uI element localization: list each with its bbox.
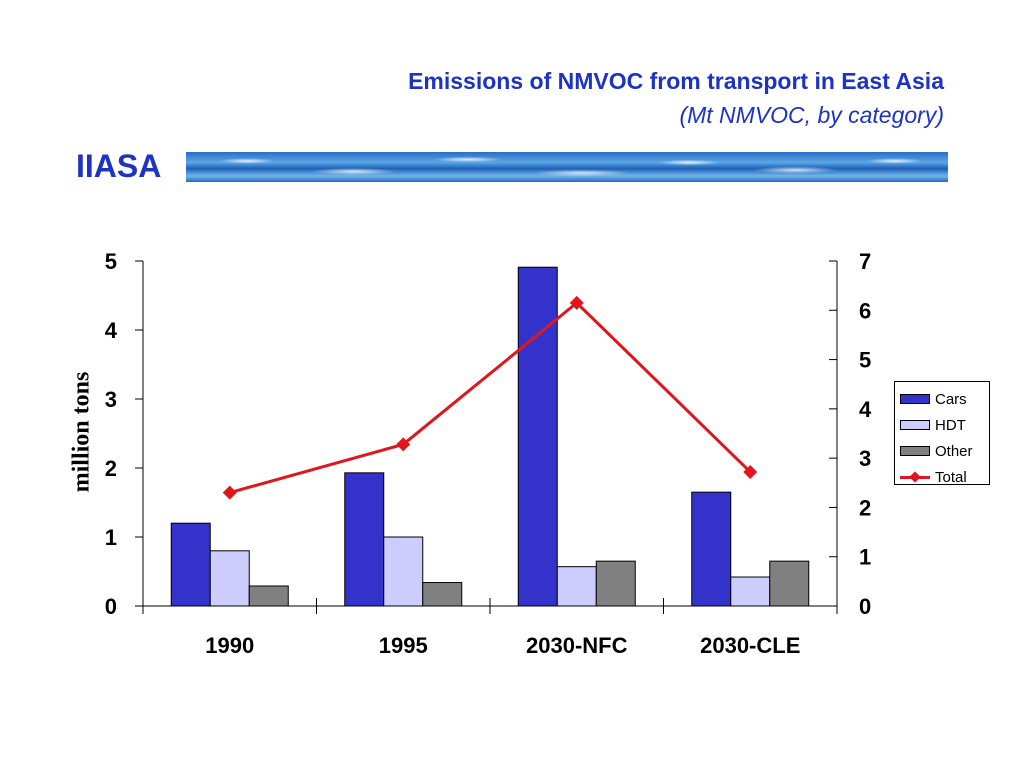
x-tick-label-2030-nfc: 2030-NFC: [526, 633, 628, 658]
bar-other-2030-cle: [769, 560, 810, 607]
y-tick-label-left-4: 4: [105, 318, 118, 343]
organization-logo: IIASA: [76, 148, 162, 184]
bar-hdt-2030-nfc: [556, 566, 597, 607]
bar-hdt-1990: [209, 550, 250, 607]
x-tick-label-1990: 1990: [205, 633, 254, 658]
y-tick-label-right-2: 2: [859, 495, 871, 520]
y-tick-label-left-3: 3: [105, 387, 117, 412]
bar-cars-1990: [170, 522, 211, 607]
y-tick-label-left-2: 2: [105, 456, 117, 481]
legend-swatch-hdt: [900, 420, 930, 430]
point-total-1995: [396, 437, 411, 452]
legend-swatch-other: [900, 446, 930, 456]
legend-swatch-cars: [900, 394, 930, 404]
bar-other-2030-nfc: [595, 560, 636, 607]
y-tick-label-left-1: 1: [105, 525, 117, 550]
y-tick-label-right-7: 7: [859, 249, 871, 274]
legend: Cars HDT Other Total: [894, 381, 990, 486]
water-banner-image: [186, 152, 948, 182]
bar-cars-1995: [344, 472, 385, 607]
x-tick-label-1995: 1995: [379, 633, 428, 658]
legend-label-hdt: HDT: [935, 416, 966, 434]
y-tick-label-left-5: 5: [105, 249, 117, 274]
point-total-1990: [222, 485, 237, 500]
chart-title: Emissions of NMVOC from transport in Eas…: [408, 68, 944, 94]
legend-item-hdt: HDT: [900, 412, 989, 438]
point-total-2030-cle: [743, 464, 758, 479]
y-tick-label-right-5: 5: [859, 348, 871, 373]
y-tick-label-left-0: 0: [105, 594, 117, 619]
y-tick-label-right-0: 0: [859, 594, 871, 619]
legend-item-total: Total: [900, 464, 989, 490]
legend-label-cars: Cars: [935, 390, 967, 408]
y-axis-label: million tons: [68, 371, 95, 493]
point-total-2030-nfc: [569, 295, 584, 310]
legend-item-cars: Cars: [900, 386, 989, 412]
bar-cars-2030-nfc: [517, 266, 558, 607]
y-tick-label-right-1: 1: [859, 545, 871, 570]
bar-other-1990: [248, 585, 289, 607]
line-total: [229, 300, 752, 495]
chart-subtitle: (Mt NMVOC, by category): [679, 102, 944, 128]
legend-item-other: Other: [900, 438, 989, 464]
y-tick-label-right-6: 6: [859, 298, 871, 323]
legend-swatch-total: [900, 472, 930, 482]
bar-cars-2030-cle: [691, 491, 732, 607]
y-tick-label-right-4: 4: [859, 397, 872, 422]
legend-label-other: Other: [935, 442, 973, 460]
bar-hdt-2030-cle: [730, 576, 771, 607]
x-tick-label-2030-cle: 2030-CLE: [700, 633, 800, 658]
bar-hdt-1995: [383, 536, 424, 607]
y-tick-label-right-3: 3: [859, 446, 871, 471]
legend-label-total: Total: [935, 468, 967, 486]
bar-other-1995: [422, 582, 463, 607]
